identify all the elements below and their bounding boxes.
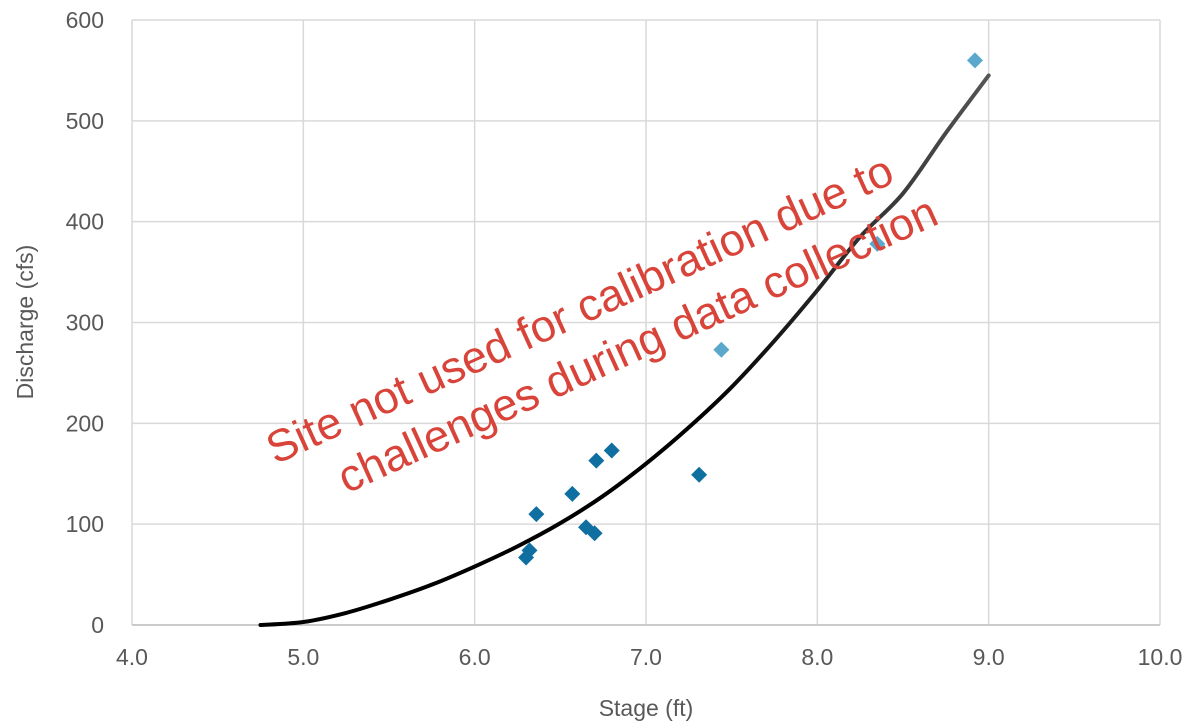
- data-point: [603, 442, 620, 459]
- y-tick-label: 0: [91, 612, 104, 638]
- data-point: [588, 452, 605, 469]
- fit-curve-layer: [258, 73, 991, 627]
- y-axis-title: Discharge (cfs): [12, 245, 38, 400]
- y-tick-label: 200: [66, 410, 104, 436]
- y-tick-label: 400: [66, 209, 104, 235]
- y-tick-label: 300: [66, 310, 104, 336]
- x-tick-label: 7.0: [630, 644, 662, 670]
- y-tick-label: 100: [66, 511, 104, 537]
- data-point: [564, 485, 581, 502]
- data-point: [586, 525, 603, 542]
- annotation-line-1: Site not used for calibration due to: [258, 144, 901, 474]
- x-tick-label: 10.0: [1138, 644, 1183, 670]
- x-axis-title: Stage (ft): [599, 695, 694, 721]
- y-tick-label: 500: [66, 108, 104, 134]
- y-tick-labels: 0 100 200 300 400 500 600: [66, 7, 104, 638]
- data-point: [521, 542, 538, 559]
- data-points-layer: [518, 52, 983, 566]
- gridlines: [131, 19, 1161, 626]
- x-tick-label: 5.0: [287, 644, 319, 670]
- x-tick-label: 9.0: [973, 644, 1005, 670]
- x-tick-label: 4.0: [116, 644, 148, 670]
- data-point: [869, 235, 886, 252]
- x-tick-label: 8.0: [801, 644, 833, 670]
- fit-curve: [258, 73, 991, 627]
- annotation-line-2: challenges during data collection: [330, 186, 945, 503]
- data-point: [528, 506, 545, 523]
- x-tick-labels: 4.0 5.0 6.0 7.0 8.0 9.0 10.0: [116, 644, 1182, 670]
- data-point: [691, 466, 708, 483]
- x-tick-label: 6.0: [459, 644, 491, 670]
- annotation-overlay: Site not used for calibration due to cha…: [258, 144, 945, 503]
- data-point: [966, 52, 983, 69]
- data-point: [713, 341, 730, 358]
- y-tick-label: 600: [66, 7, 104, 33]
